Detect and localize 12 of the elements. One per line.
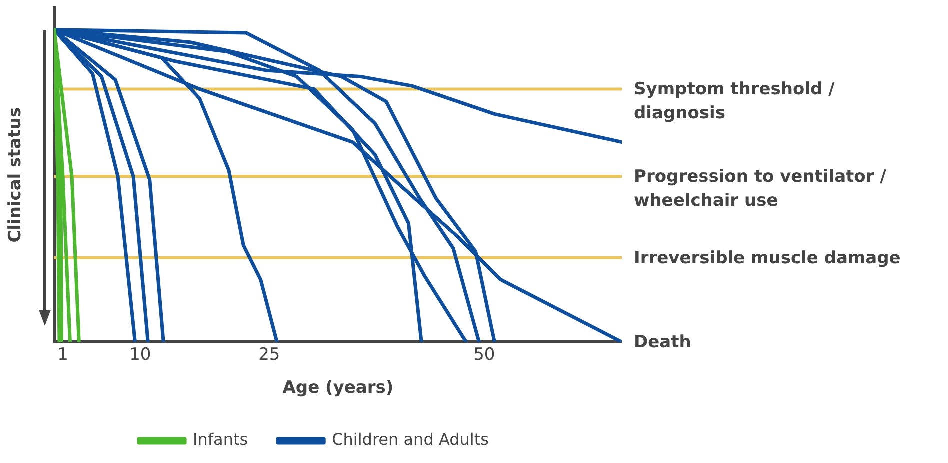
- legend-label: Infants: [193, 430, 248, 450]
- x-tick-label: 50: [474, 344, 496, 365]
- y-axis-title: Clinical status: [6, 107, 26, 243]
- x-tick-label: 1: [58, 344, 68, 365]
- legend-label: Children and Adults: [332, 430, 489, 450]
- x-axis-title: Age (years): [282, 378, 394, 398]
- ref-line-label: Irreversible muscle damage: [634, 248, 901, 268]
- ref-line-label: Progression to ventilator / wheelchair use: [634, 167, 888, 212]
- x-tick-label: 10: [130, 344, 152, 365]
- x-tick-label: 25: [258, 344, 280, 365]
- ref-line-label: Symptom threshold / diagnosis: [634, 80, 836, 124]
- annotation: Death: [634, 332, 692, 353]
